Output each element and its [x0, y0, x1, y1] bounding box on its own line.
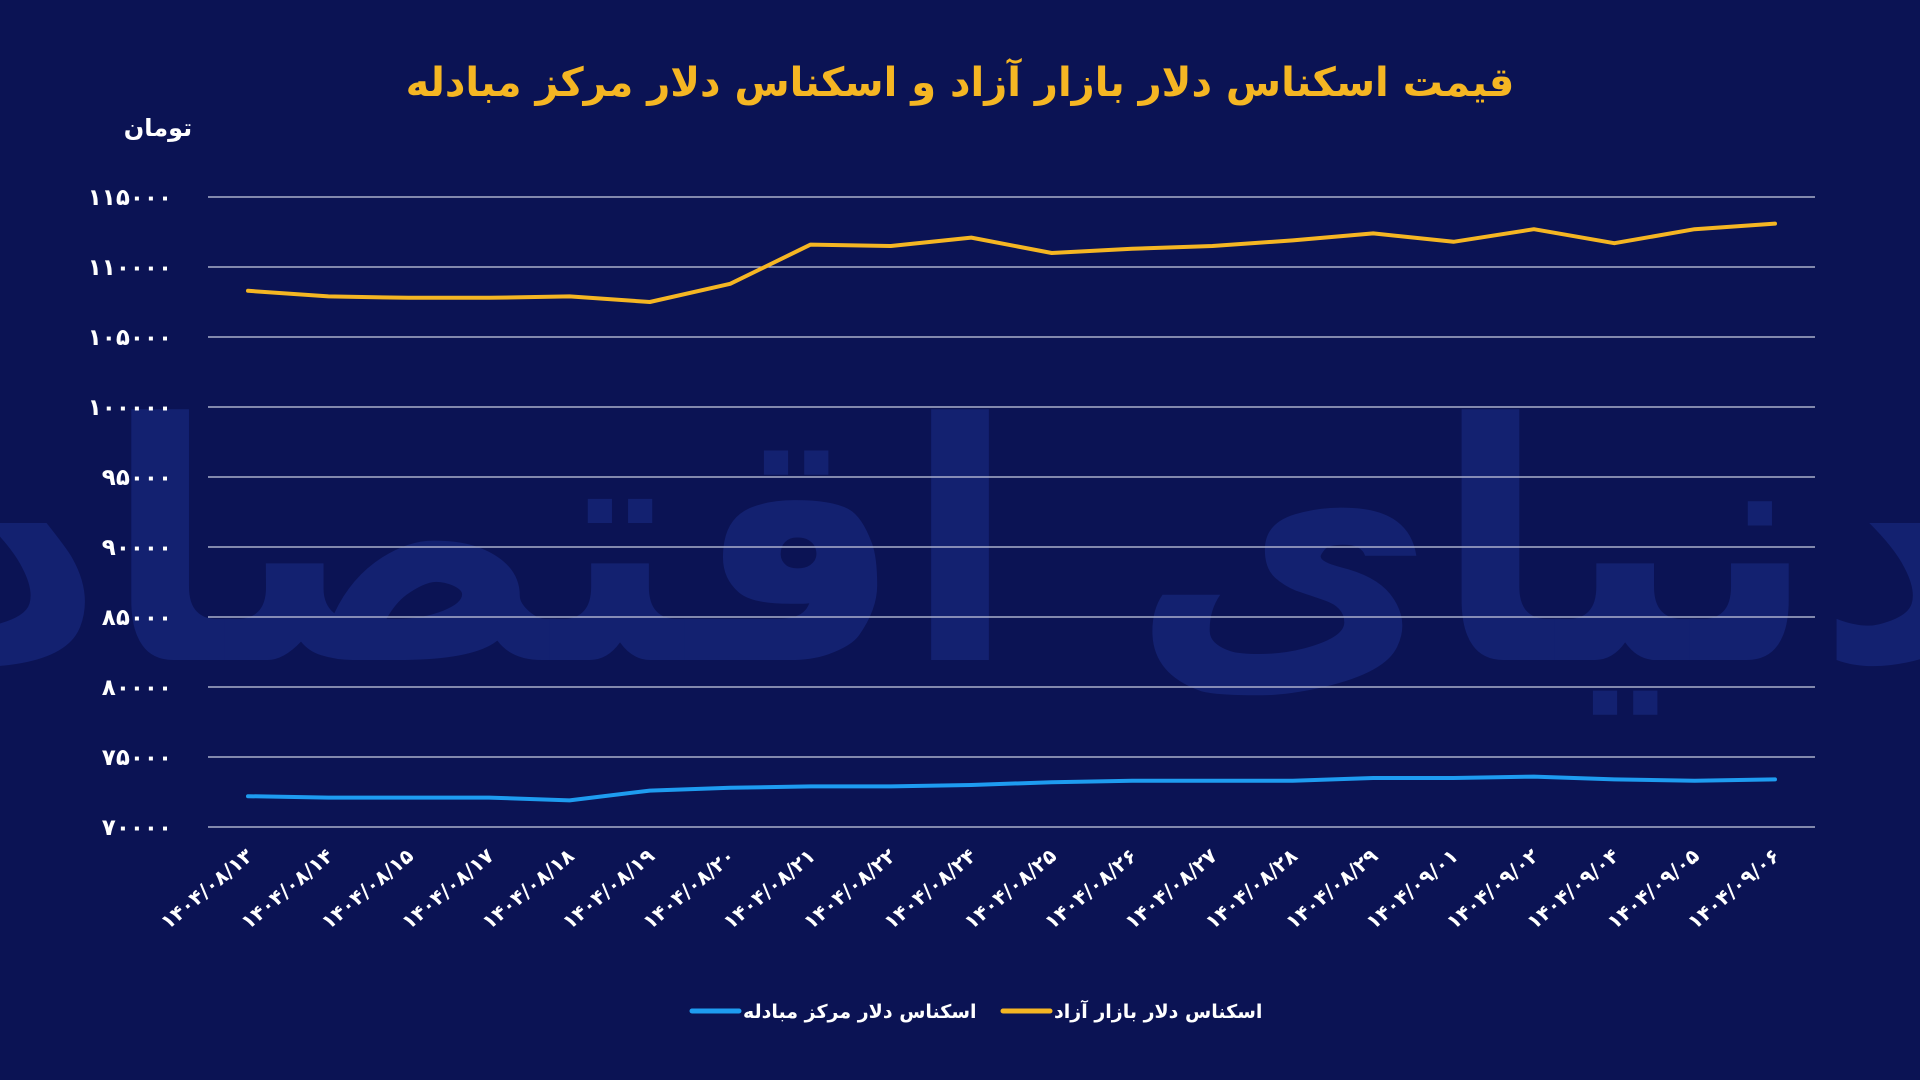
x-axis-ticks: ۱۴۰۴/۰۸/۱۳۱۴۰۴/۰۸/۱۴۱۴۰۴/۰۸/۱۵۱۴۰۴/۰۸/۱۷…	[156, 843, 1784, 934]
y-tick-label: ۹۰۰۰۰	[102, 535, 172, 561]
watermark-text: دنیای اقتصاد	[0, 354, 1920, 738]
y-axis-label: تومان	[124, 114, 192, 142]
series-line-2	[246, 774, 1777, 803]
legend-label-series-1: اسکناس دلار بازار آزاد	[1054, 999, 1262, 1023]
y-axis-ticks: ۷۰۰۰۰ ۷۵۰۰۰ ۸۰۰۰۰ ۸۵۰۰۰ ۹۰۰۰۰ ۹۵۰۰۰ ۱۰۰۰۰۰ ۱۰۵۰…	[88, 185, 172, 841]
y-tick-label: ۹۵۰۰۰	[102, 465, 172, 491]
legend-item-series-2[interactable]: اسکناس دلار مرکز مبادله	[689, 1001, 977, 1023]
y-tick-label: ۷۵۰۰۰	[102, 745, 172, 771]
legend-label-series-2: اسکناس دلار مرکز مبادله	[743, 1001, 977, 1023]
y-tick-label: ۱۰۵۰۰۰	[88, 325, 172, 351]
y-tick-label: ۱۱۰۰۰۰	[88, 255, 172, 281]
y-tick-label: ۸۵۰۰۰	[102, 605, 172, 631]
chart-title: قیمت اسکناس دلار بازار آزاد و اسکناس دلا…	[406, 57, 1515, 106]
y-tick-label: ۱۰۰۰۰۰	[88, 395, 172, 421]
legend-item-series-1[interactable]: اسکناس دلار بازار آزاد	[1000, 999, 1262, 1023]
grid-lines	[208, 196, 1815, 828]
series-lines	[246, 221, 1777, 803]
y-tick-label: ۱۱۵۰۰۰	[88, 185, 172, 211]
y-tick-label: ۷۰۰۰۰	[102, 815, 172, 841]
series-line-1	[246, 221, 1777, 304]
y-tick-label: ۸۰۰۰۰	[102, 675, 172, 701]
legend: اسکناس دلار بازار آزاد اسکناس دلار مرکز …	[689, 999, 1262, 1023]
